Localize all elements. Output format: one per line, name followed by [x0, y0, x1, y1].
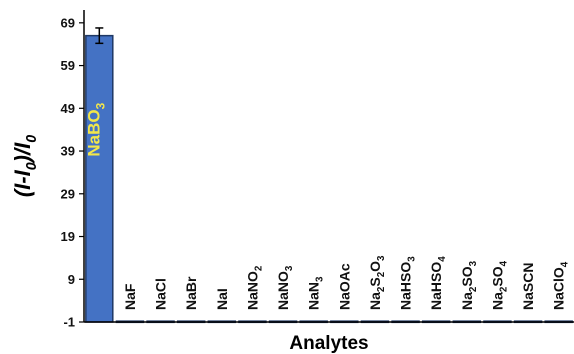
bar-nabo3 [85, 34, 114, 323]
category-label-nano2: NaNO2 [244, 265, 264, 310]
label-run: 3 [376, 255, 387, 261]
category-label-naoac: NaOAc [336, 263, 352, 310]
label-run: 2 [498, 286, 509, 292]
y-tick-label: 39 [61, 144, 75, 159]
label-run: SO [459, 266, 475, 286]
y-title-run: 0 [24, 162, 40, 170]
label-run: 3 [284, 265, 295, 271]
y-tick-label: 19 [61, 229, 75, 244]
label-run: NaHSO [428, 262, 444, 310]
category-label-nahso3: NaHSO3 [398, 256, 418, 310]
y-tick-label: 29 [61, 186, 75, 201]
label-run: 3 [315, 276, 326, 282]
category-label-nabr: NaBr [183, 276, 199, 310]
label-run: NaBO [84, 109, 103, 156]
y-tick-label: 59 [61, 58, 75, 73]
label-run: NaBr [183, 276, 199, 310]
label-run: NaI [214, 288, 230, 310]
category-label-na2so3: Na2SO3 [459, 260, 479, 310]
label-run: 2 [376, 271, 387, 277]
label-run: NaNO [244, 271, 260, 310]
label-run: NaF [122, 283, 138, 310]
category-label-nan3: NaN3 [306, 276, 326, 310]
label-run: NaN [306, 282, 322, 310]
category-label-nano3: NaNO3 [275, 265, 295, 310]
y-tick-label: 9 [68, 272, 75, 287]
category-label-nai: NaI [214, 288, 230, 310]
label-run: NaCl [153, 278, 169, 310]
label-run: SO [489, 266, 505, 286]
y-axis-ticks: -1 9 19 29 39 49 59 69 [61, 15, 84, 330]
label-run: 2 [253, 265, 264, 271]
label-run: Na [489, 292, 505, 310]
y-tick-label: 49 [61, 101, 75, 116]
label-run: 2 [376, 286, 387, 292]
y-title-run: (I-I [10, 169, 35, 197]
category-label-naf: NaF [122, 283, 138, 310]
y-title-run: )/I [10, 142, 35, 164]
y-axis-title: (I-I0)/I0 [10, 135, 40, 197]
category-label-na2so4: Na2SO4 [489, 260, 509, 310]
label-run: 4 [560, 261, 571, 267]
y-tick-label: -1 [63, 315, 75, 330]
label-run: NaHSO [398, 262, 414, 310]
category-label-naclo4: NaClO4 [551, 261, 571, 310]
label-run: NaOAc [336, 263, 352, 310]
label-run: 3 [93, 102, 107, 109]
category-label-nahso4: NaHSO4 [428, 256, 448, 310]
category-label-nascn: NaSCN [520, 263, 536, 310]
label-run: O [367, 261, 383, 272]
label-run: NaSCN [520, 263, 536, 310]
y-title-run: 0 [24, 135, 40, 143]
category-label-nacl: NaCl [153, 278, 169, 310]
label-run: 4 [437, 256, 448, 262]
x-axis-title: Analytes [289, 333, 368, 354]
label-run: S [367, 277, 383, 286]
label-run: Na [459, 292, 475, 310]
category-label-na2s2o3: Na2S2O3 [367, 255, 387, 310]
label-run: NaNO [275, 271, 291, 310]
label-run: 3 [407, 256, 418, 262]
label-run: 4 [498, 260, 509, 266]
label-run: NaClO [551, 267, 567, 310]
bar-label-nabo3: NaBO3 [84, 102, 107, 156]
y-tick-label: 69 [61, 15, 75, 30]
label-run: 2 [468, 286, 479, 292]
label-run: 3 [468, 260, 479, 266]
label-run: Na [367, 292, 383, 310]
